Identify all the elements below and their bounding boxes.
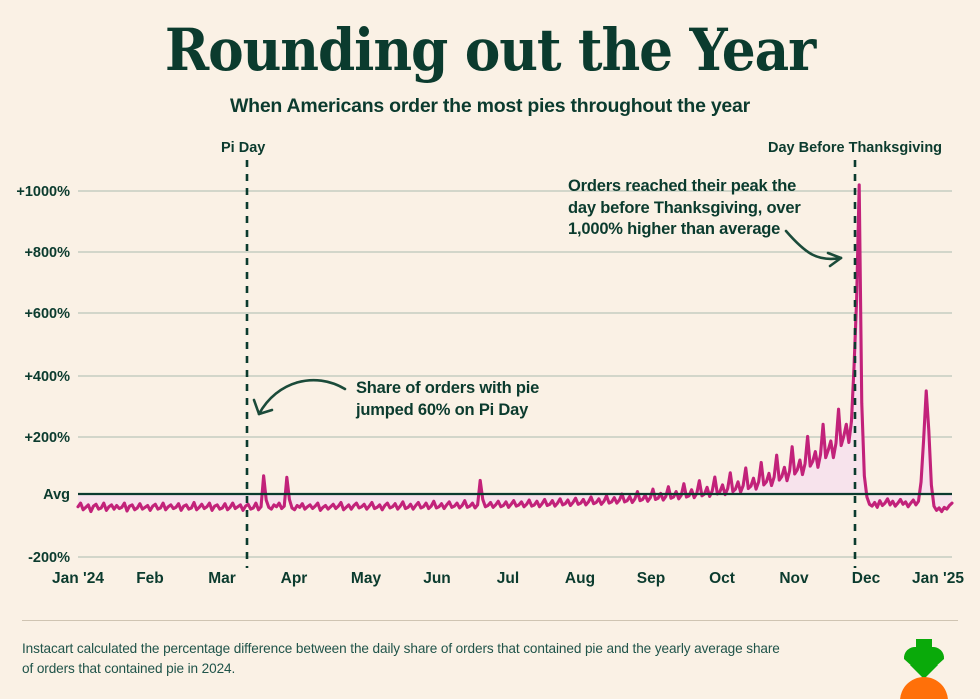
x-tick-mar: Mar xyxy=(208,570,236,587)
annotation-pi-day-line2-post: on Pi Day xyxy=(450,400,529,419)
x-tick-feb: Feb xyxy=(136,570,164,587)
y-tick-1000: +1000% xyxy=(16,184,70,200)
thanksgiving-label: Day Before Thanksgiving xyxy=(768,140,942,156)
y-tick-avg: Avg xyxy=(43,487,70,503)
footer-divider xyxy=(22,620,958,621)
x-tick-dec: Dec xyxy=(852,570,881,587)
pi-day-label: Pi Day xyxy=(221,140,265,156)
page-title: Rounding out the Year xyxy=(164,16,816,84)
x-tick-may: May xyxy=(351,570,382,587)
annotation-arrows xyxy=(252,229,843,416)
x-tick-aug: Aug xyxy=(565,570,595,587)
page-subtitle: When Americans order the most pies throu… xyxy=(230,95,750,117)
annotation-thanksgiving-emphasis: 1,000% xyxy=(568,220,623,238)
instacart-carrot-logo xyxy=(900,639,948,699)
y-tick-600: +600% xyxy=(24,306,70,322)
annotation-pi-day: Share of orders with pie jumped 60% on P… xyxy=(356,378,576,421)
annotation-thanksgiving-line3-post: higher than average xyxy=(622,220,781,238)
y-tick-400: +400% xyxy=(24,369,70,385)
x-tick-oct: Oct xyxy=(709,570,735,587)
series-line-pie-orders xyxy=(76,183,954,514)
y-axis-labels: +1000% +800% +600% +400% +200% Avg -200% xyxy=(16,184,70,566)
annotation-pi-day-emphasis: 60% xyxy=(417,400,451,419)
footnote: Instacart calculated the percentage diff… xyxy=(22,641,780,676)
pi-day-arrow-head xyxy=(252,398,274,416)
x-tick-nov: Nov xyxy=(779,570,809,587)
pie-orders-line-chart: +1000% +800% +600% +400% +200% Avg -200%… xyxy=(16,140,964,587)
carrot-body-icon xyxy=(900,677,948,699)
annotation-pi-day-line1: Share of orders with pie xyxy=(356,379,540,397)
x-tick-jan24: Jan '24 xyxy=(52,570,104,587)
x-tick-jan25: Jan '25 xyxy=(912,570,964,587)
x-axis-labels: Jan '24 Feb Mar Apr May Jun Jul Aug Sep … xyxy=(52,570,964,587)
thanksgiving-arrow-curve xyxy=(784,229,843,261)
annotation-thanksgiving-line2: day before Thanksgiving, over xyxy=(568,198,801,217)
marker-pi-day: Pi Day xyxy=(221,140,265,568)
y-tick-200: +200% xyxy=(24,430,70,446)
marker-day-before-thanksgiving: Day Before Thanksgiving xyxy=(768,140,942,568)
carrot-leaves-icon xyxy=(903,639,945,679)
x-tick-apr: Apr xyxy=(281,570,308,587)
pi-day-arrow-curve xyxy=(257,378,347,416)
x-tick-jul: Jul xyxy=(497,570,519,587)
annotation-pi-day-line2-pre: jumped xyxy=(356,400,418,419)
y-tick-800: +800% xyxy=(24,245,70,261)
x-tick-sep: Sep xyxy=(637,570,665,587)
header: Rounding out the Year When Americans ord… xyxy=(0,18,980,118)
chart-container: +1000% +800% +600% +400% +200% Avg -200%… xyxy=(16,140,964,587)
y-tick-neg200: -200% xyxy=(28,550,70,566)
annotation-thanksgiving-line1: Orders reached their peak the xyxy=(568,177,797,195)
thanksgiving-arrow-head xyxy=(826,251,843,268)
x-tick-jun: Jun xyxy=(423,570,451,587)
annotation-thanksgiving: Orders reached their peak the day before… xyxy=(568,176,828,241)
